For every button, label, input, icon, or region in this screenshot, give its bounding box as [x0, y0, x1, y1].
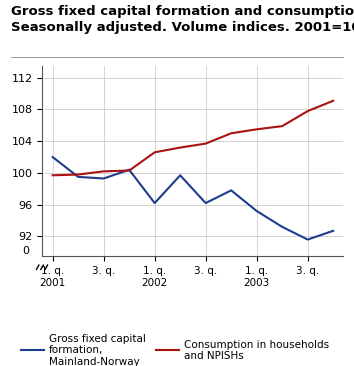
Text: Gross fixed capital formation and consumption.
Seasonally adjusted. Volume indic: Gross fixed capital formation and consum… [11, 5, 354, 34]
Text: 0: 0 [23, 246, 30, 255]
Legend: Gross fixed capital
formation,
Mainland-Norway, Consumption in households
and NP: Gross fixed capital formation, Mainland-… [21, 334, 329, 366]
